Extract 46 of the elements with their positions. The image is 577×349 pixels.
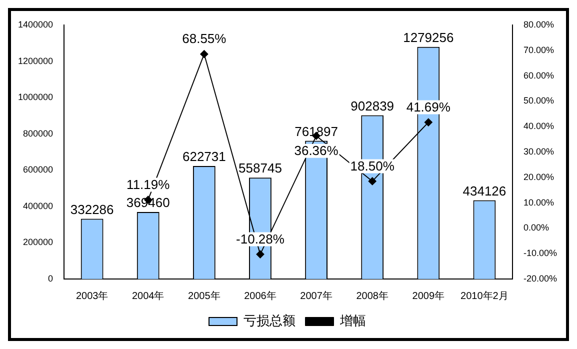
data-label: 369460	[126, 195, 170, 210]
data-label: 622731	[182, 149, 226, 164]
point	[424, 118, 432, 126]
data-label: 558745	[238, 160, 282, 176]
y2-tick-label: 30.00%	[523, 146, 554, 156]
x-tick-label: 2004年	[132, 290, 164, 302]
y-tick-label: 600000	[22, 164, 54, 175]
y-tick-label: 1200000	[18, 56, 54, 66]
y-tick-label: 400000	[22, 200, 54, 211]
y-tick-label: 800000	[22, 128, 54, 138]
x-tick-label: 2005年	[188, 290, 220, 302]
y2-tick-label: 70.00%	[523, 44, 554, 55]
y-tick-label: 200000	[22, 237, 54, 248]
y2-tick-label: 80.00%	[523, 19, 554, 30]
y-tick-label: 0	[48, 273, 54, 284]
x-tick-label: 2010年2月	[460, 290, 508, 302]
x-tick-label: 2007年	[300, 290, 332, 302]
legend-label: 亏损总额	[244, 313, 296, 328]
x-tick-label: 2003年	[76, 290, 108, 302]
x-tick-label: 2009年	[412, 290, 445, 302]
y2-tick-label: 60.00%	[523, 70, 554, 80]
point	[256, 250, 264, 258]
y2-tick-label: 20.00%	[523, 172, 554, 182]
x-tick-label: 2008年	[356, 290, 388, 302]
y2-tick-label: 40.00%	[523, 121, 554, 132]
y2-tick-label: -10.00%	[523, 248, 558, 258]
data-label: -10.28%	[236, 231, 285, 246]
y2-tick-label: 50.00%	[523, 96, 554, 106]
y-tick-label: 1400000	[18, 19, 54, 30]
data-label: 332286	[70, 202, 114, 217]
y2-tick-label: 10.00%	[523, 197, 554, 208]
point	[368, 177, 376, 186]
y2-tick-label: 0.00%	[523, 222, 550, 233]
x-tick-label: 2006年	[244, 290, 276, 302]
point	[200, 50, 208, 58]
data-label: 902839	[350, 98, 394, 114]
data-label: 1279256	[403, 30, 454, 45]
data-label: 68.55%	[182, 31, 227, 46]
data-label: 11.19%	[126, 176, 170, 192]
data-label: 36.36%	[294, 142, 339, 158]
y2-tick-label: -20.00%	[523, 273, 558, 284]
y-tick-label: 1000000	[18, 92, 54, 102]
data-label: 41.69%	[406, 99, 451, 114]
data-label: 434126	[462, 183, 506, 198]
data-label: 18.50%	[350, 158, 395, 174]
legend-label: 增幅	[339, 313, 366, 328]
